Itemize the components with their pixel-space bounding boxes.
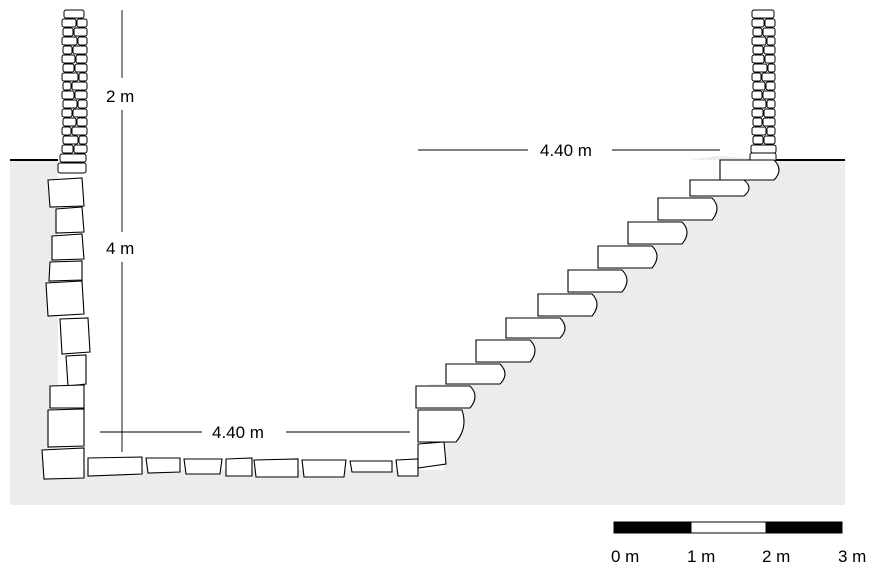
- right-upper-wall: [749, 9, 777, 162]
- wall-height-label: 2 m: [106, 87, 134, 106]
- scale-label-3: 3 m: [838, 547, 866, 566]
- scale-bar: 0 m 1 m 2 m 3 m: [611, 521, 866, 566]
- open-well-space: [86, 160, 720, 458]
- left-lower-wall: [41, 177, 91, 480]
- left-upper-wall: [57, 9, 88, 174]
- top-width-label: 4.40 m: [540, 141, 592, 160]
- depth-label: 4 m: [106, 239, 134, 258]
- floor-stones: [87, 456, 419, 478]
- staircase: [415, 159, 780, 469]
- scale-label-0: 0 m: [611, 547, 639, 566]
- scale-label-2: 2 m: [762, 547, 790, 566]
- scale-segment-2: [765, 521, 843, 534]
- scale-segment-1: [690, 521, 767, 534]
- scale-segment-0: [613, 521, 692, 534]
- bottom-width-label: 4.40 m: [212, 423, 264, 442]
- scale-label-1: 1 m: [687, 547, 715, 566]
